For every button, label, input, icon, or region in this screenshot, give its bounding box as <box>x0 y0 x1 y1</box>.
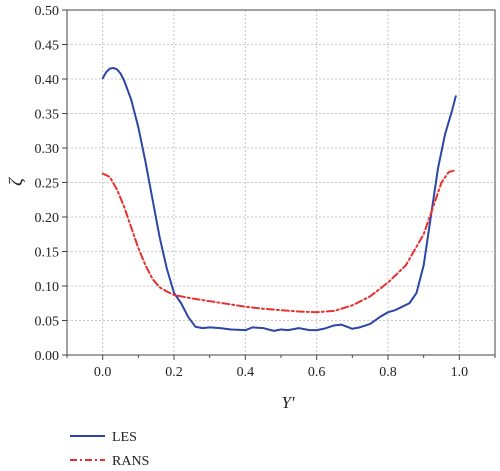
x-tick-label: 0.0 <box>94 365 112 380</box>
y-tick-label: 0.20 <box>35 211 60 226</box>
y-axis-label: ζ <box>6 177 27 186</box>
legend-label-les: LES <box>112 430 137 445</box>
series-line-rans <box>101 169 457 314</box>
x-axis-label: Y' <box>281 393 294 412</box>
legend: LES RANS <box>70 430 149 469</box>
x-tick-label: 0.4 <box>237 365 255 380</box>
y-tick-label: 0.15 <box>35 246 60 261</box>
y-tick-label: 0.35 <box>35 108 60 123</box>
y-tick-label: 0.00 <box>35 349 60 364</box>
y-tick-label: 0.40 <box>35 73 60 88</box>
y-tick-label: 0.25 <box>35 177 60 192</box>
x-tick-label: 0.2 <box>165 365 183 380</box>
y-tick-label: 0.10 <box>35 280 60 295</box>
x-tick-label: 0.6 <box>308 365 326 380</box>
y-tick-label: 0.05 <box>35 315 60 330</box>
x-tick-label: 0.8 <box>379 365 397 380</box>
y-tick-label: 0.30 <box>35 142 60 157</box>
axes: 0.0 0.2 0.4 0.6 0.8 1.0 0.00 0.05 0.10 0.15 0.20 0.… <box>35 4 496 380</box>
y-tick-label: 0.50 <box>35 4 60 19</box>
x-tick-label: 1.0 <box>451 365 469 380</box>
series-line-les <box>101 66 457 332</box>
legend-label-rans: RANS <box>112 454 149 469</box>
series-lines <box>101 66 457 332</box>
y-tick-label: 0.45 <box>35 39 60 54</box>
